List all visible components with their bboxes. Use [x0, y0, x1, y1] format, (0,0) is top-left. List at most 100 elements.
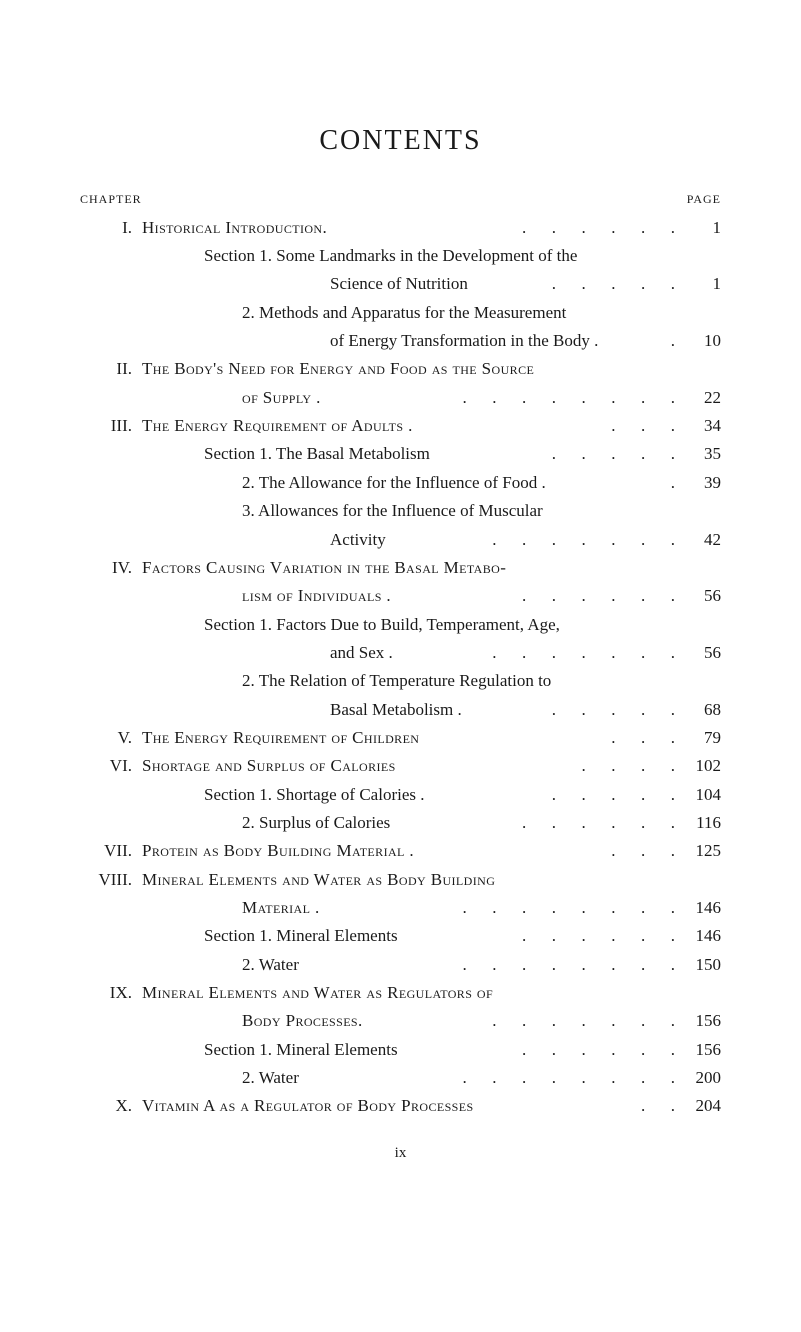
leader-dots: . . . . . . [522, 583, 675, 609]
toc-entry-smallcaps: Vitamin A as a Regulator of Body Process… [142, 1096, 474, 1115]
toc-entry-rest: 2. The Allowance for the Influence of Fo… [242, 473, 546, 492]
toc-row: III.The Energy Requirement of Adults .. … [80, 413, 721, 439]
toc-entry-smallcaps: Protein as Body Building Material . [142, 841, 414, 860]
toc-entry-text: Basal Metabolism . [142, 697, 552, 723]
toc-entry-rest: 2. Water [242, 955, 299, 974]
toc-entry-rest: Science of Nutrition [330, 274, 468, 293]
toc-page-number: 1 [675, 215, 721, 241]
leader-dots: . . . . . [552, 271, 675, 297]
toc-page-number: 156 [675, 1037, 721, 1063]
leader-dots: . . . . . . . . [463, 385, 676, 411]
toc-entry-smallcaps: The Body's Need for Energy and Food as t… [142, 359, 534, 378]
toc-entry-text: Mineral Elements and Water as Body Build… [142, 867, 675, 893]
toc-entry-text: The Energy Requirement of Adults . [142, 413, 611, 439]
toc-row: 3. Allowances for the Influence of Muscu… [80, 498, 721, 524]
chapter-roman: II. [80, 356, 142, 382]
toc-page-number: 204 [675, 1093, 721, 1119]
toc-page-number: 56 [675, 583, 721, 609]
toc-entry-text: 2. The Allowance for the Influence of Fo… [142, 470, 671, 496]
toc-entry-smallcaps: The Energy Requirement of Adults . [142, 416, 413, 435]
toc-row: Activity . . . . . . .42 [80, 527, 721, 553]
toc-entry-text: Section 1. Factors Due to Build, Tempera… [142, 612, 675, 638]
toc-row: Section 1. Factors Due to Build, Tempera… [80, 612, 721, 638]
toc-page-number: 22 [675, 385, 721, 411]
toc-row: of Supply .. . . . . . . .22 [80, 385, 721, 411]
toc-entry-text: Shortage and Surplus of Calories [142, 753, 582, 779]
toc-entry-text: and Sex . [142, 640, 492, 666]
toc-page-number: 56 [675, 640, 721, 666]
toc-entry-rest: and Sex . [330, 643, 393, 662]
leader-dots: . . . . . . . [492, 1008, 675, 1034]
toc-entry-text: Activity [142, 527, 492, 553]
chapter-roman: X. [80, 1093, 142, 1119]
toc-page-number: 34 [675, 413, 721, 439]
toc-entry-rest: Basal Metabolism . [330, 700, 462, 719]
toc-page-number: 42 [675, 527, 721, 553]
toc-entry-rest: 2. Surplus of Calories [242, 813, 390, 832]
chapter-roman: IX. [80, 980, 142, 1006]
table-of-contents: I.Historical Introduction.. . . . . .1Se… [80, 215, 721, 1120]
leader-dots: . . . . . . . [492, 527, 675, 553]
toc-row: Material .. . . . . . . .146 [80, 895, 721, 921]
toc-row: 2. The Allowance for the Influence of Fo… [80, 470, 721, 496]
column-header-row: CHAPTER PAGE [80, 190, 721, 209]
leader-dots: . . [641, 1093, 675, 1119]
toc-entry-text: 2. Methods and Apparatus for the Measure… [142, 300, 675, 326]
toc-row: VIII.Mineral Elements and Water as Body … [80, 867, 721, 893]
leader-dots: . . . . . . [522, 215, 675, 241]
toc-entry-text: Mineral Elements and Water as Regulators… [142, 980, 675, 1006]
toc-entry-text: of Energy Transformation in the Body . [142, 328, 671, 354]
toc-entry-text: Section 1. The Basal Metabolism [142, 441, 552, 467]
toc-page-number: 146 [675, 923, 721, 949]
toc-entry-rest: 2. Water [242, 1068, 299, 1087]
toc-page-number: 150 [675, 952, 721, 978]
toc-entry-text: 2. Water [142, 1065, 463, 1091]
toc-entry-smallcaps: Mineral Elements and Water as Regulators… [142, 983, 493, 1002]
toc-entry-rest: Section 1. Factors Due to Build, Tempera… [204, 615, 560, 634]
toc-row: 2. Water. . . . . . . .200 [80, 1065, 721, 1091]
toc-entry-text: 2. Surplus of Calories [142, 810, 522, 836]
toc-row: 2. Methods and Apparatus for the Measure… [80, 300, 721, 326]
leader-dots: . . . . . . [522, 1037, 675, 1063]
toc-entry-text: Section 1. Mineral Elements [142, 1037, 522, 1063]
toc-row: Section 1. Mineral Elements. . . . . .14… [80, 923, 721, 949]
leader-dots: . . . . [582, 753, 676, 779]
toc-entry-text: 2. Water [142, 952, 463, 978]
toc-entry-text: Section 1. Some Landmarks in the Develop… [142, 243, 675, 269]
toc-row: 2. The Relation of Temperature Regulatio… [80, 668, 721, 694]
chapter-roman: VI. [80, 753, 142, 779]
toc-page-number: 35 [675, 441, 721, 467]
toc-row: IX.Mineral Elements and Water as Regulat… [80, 980, 721, 1006]
toc-row: 2. Water. . . . . . . .150 [80, 952, 721, 978]
toc-row: V.The Energy Requirement of Children. . … [80, 725, 721, 751]
toc-entry-rest: Activity [330, 530, 386, 549]
chapter-header: CHAPTER [80, 190, 142, 209]
toc-page-number: 156 [675, 1008, 721, 1034]
toc-entry-text: Science of Nutrition [142, 271, 552, 297]
toc-row: IV.Factors Causing Variation in the Basa… [80, 555, 721, 581]
leader-dots: . . . [611, 413, 675, 439]
toc-entry-text: Historical Introduction. [142, 215, 522, 241]
toc-page-number: 10 [675, 328, 721, 354]
toc-entry-rest: Section 1. Some Landmarks in the Develop… [204, 246, 577, 265]
leader-dots: . . . [611, 725, 675, 751]
toc-page-number: 79 [675, 725, 721, 751]
toc-row: Section 1. Some Landmarks in the Develop… [80, 243, 721, 269]
toc-page-number: 1 [675, 271, 721, 297]
toc-row: II.The Body's Need for Energy and Food a… [80, 356, 721, 382]
toc-entry-rest: of Energy Transformation in the Body . [330, 331, 598, 350]
toc-entry-text: 2. The Relation of Temperature Regulatio… [142, 668, 675, 694]
leader-dots: . . . . . . [522, 810, 675, 836]
leader-dots: . . . . . . . . [463, 895, 676, 921]
toc-entry-smallcaps: Body Processes. [242, 1011, 363, 1030]
toc-row: 2. Surplus of Calories. . . . . .116 [80, 810, 721, 836]
toc-row: Body Processes. . . . . . . .156 [80, 1008, 721, 1034]
toc-entry-smallcaps: Shortage and Surplus of Calories [142, 756, 396, 775]
toc-entry-text: Factors Causing Variation in the Basal M… [142, 555, 675, 581]
chapter-roman: I. [80, 215, 142, 241]
leader-dots: . . . . . [552, 441, 675, 467]
toc-entry-text: 3. Allowances for the Influence of Muscu… [142, 498, 675, 524]
toc-entry-text: Section 1. Shortage of Calories . [142, 782, 552, 808]
toc-entry-rest: Section 1. The Basal Metabolism [204, 444, 430, 463]
leader-dots: . . . . . [552, 782, 675, 808]
